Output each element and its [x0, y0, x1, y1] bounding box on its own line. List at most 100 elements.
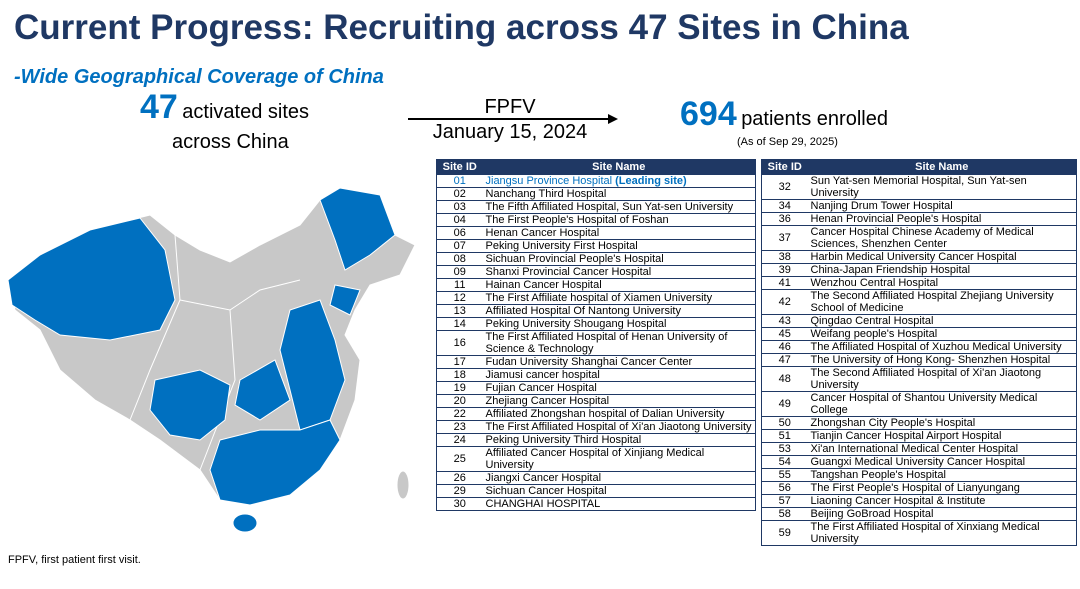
site-name-cell: Liaoning Cancer Hospital & Institute: [807, 494, 1077, 508]
site-name-cell: Weifang people's Hospital: [807, 327, 1077, 341]
site-row: 56 The First People's Hospital of Lianyun…: [761, 481, 1077, 495]
site-name-cell: Nanchang Third Hospital: [482, 187, 756, 201]
site-row: 07 Peking University First Hospital: [436, 239, 756, 253]
site-name-cell: Fujian Cancer Hospital: [482, 381, 756, 395]
site-name-cell: Peking University Third Hospital: [482, 433, 756, 447]
site-row: 12 The First Affiliate hospital of Xiamen…: [436, 291, 756, 305]
site-id: 36: [761, 212, 808, 226]
site-name: The First People's Hospital of Lianyunga…: [810, 482, 1020, 494]
site-row: 25 Affiliated Cancer Hospital of Xinjiang…: [436, 446, 756, 472]
site-id: 34: [761, 199, 808, 213]
site-name-cell: Affiliated Cancer Hospital of Xinjiang M…: [482, 446, 756, 472]
site-name: Peking University Shougang Hospital: [485, 318, 667, 330]
site-name: Wenzhou Central Hospital: [810, 277, 939, 289]
site-name: Zhongshan City People's Hospital: [810, 417, 976, 429]
site-name: The University of Hong Kong- Shenzhen Ho…: [810, 354, 1051, 366]
site-row: 04 The First People's Hospital of Foshan: [436, 213, 756, 227]
column-header: Site Name: [482, 159, 756, 175]
site-name: Jiangxi Cancer Hospital: [485, 472, 602, 484]
site-name-cell: Henan Cancer Hospital: [482, 226, 756, 240]
site-id: 16: [436, 330, 483, 356]
site-id: 23: [436, 420, 483, 434]
site-id: 04: [436, 213, 483, 227]
site-name-cell: The Affiliated Hospital of Xuzhou Medica…: [807, 340, 1077, 354]
site-name-cell: Cancer Hospital Chinese Academy of Medic…: [807, 225, 1077, 251]
site-name: Affiliated Cancer Hospital of Xinjiang M…: [485, 447, 705, 471]
enroll-stat: 694 patients enrolled: [680, 95, 888, 134]
site-id: 41: [761, 276, 808, 290]
site-id: 58: [761, 507, 808, 521]
site-row: 51 Tianjin Cancer Hospital Airport Hospit…: [761, 429, 1077, 443]
site-row: 17 Fudan University Shanghai Cancer Cente…: [436, 355, 756, 369]
site-name-cell: The First Affiliated Hospital of Henan U…: [482, 330, 756, 356]
site-id: 20: [436, 394, 483, 408]
site-name-cell: Fudan University Shanghai Cancer Center: [482, 355, 756, 369]
site-id: 12: [436, 291, 483, 305]
site-name: Harbin Medical University Cancer Hospita…: [810, 251, 1017, 263]
site-row: 03 The Fifth Affiliated Hospital, Sun Yat…: [436, 200, 756, 214]
site-row: 11 Hainan Cancer Hospital: [436, 278, 756, 292]
site-name-cell: Tianjin Cancer Hospital Airport Hospital: [807, 429, 1077, 443]
site-id: 32: [761, 174, 808, 200]
site-name-cell: Hainan Cancer Hospital: [482, 278, 756, 292]
site-name-cell: Henan Provincial People's Hospital: [807, 212, 1077, 226]
site-id: 01: [436, 174, 483, 188]
site-name: Fudan University Shanghai Cancer Center: [485, 356, 693, 368]
site-note: (Leading site): [615, 175, 687, 187]
site-row: 38 Harbin Medical University Cancer Hospi…: [761, 250, 1077, 264]
title: Current Progress: Recruiting across 47 S…: [14, 8, 909, 47]
site-name-cell: Jiangxi Cancer Hospital: [482, 471, 756, 485]
site-row: 23 The First Affiliated Hospital of Xi'an…: [436, 420, 756, 434]
site-row: 30 CHANGHAI HOSPITAL: [436, 497, 756, 511]
site-name: The First Affiliate hospital of Xiamen U…: [485, 292, 713, 304]
site-name-cell: Beijing GoBroad Hospital: [807, 507, 1077, 521]
site-row: 53 Xi'an International Medical Center Hos…: [761, 442, 1077, 456]
site-name-cell: Harbin Medical University Cancer Hospita…: [807, 250, 1077, 264]
site-name: Shanxi Provincial Cancer Hospital: [485, 266, 652, 278]
as-of: (As of Sep 29, 2025): [737, 136, 838, 148]
subtitle: -Wide Geographical Coverage of China: [14, 66, 384, 88]
site-id: 45: [761, 327, 808, 341]
site-name: Fujian Cancer Hospital: [485, 382, 597, 394]
site-name-cell: Sichuan Provincial People's Hospital: [482, 252, 756, 266]
site-row: 09 Shanxi Provincial Cancer Hospital: [436, 265, 756, 279]
sites-count: 47: [140, 88, 178, 126]
site-name: Hainan Cancer Hospital: [485, 279, 602, 291]
site-name-cell: The Second Affiliated Hospital of Xi'an …: [807, 366, 1077, 392]
site-id: 29: [436, 484, 483, 498]
site-name: Tianjin Cancer Hospital Airport Hospital: [810, 430, 1002, 442]
enroll-count: 694: [680, 95, 737, 133]
milestone-date: January 15, 2024: [432, 121, 588, 143]
site-name: Weifang people's Hospital: [810, 328, 938, 340]
site-row: 47 The University of Hong Kong- Shenzhen …: [761, 353, 1077, 367]
site-name: Henan Cancer Hospital: [485, 227, 600, 239]
site-id: 25: [436, 446, 483, 472]
site-row: 42 The Second Affiliated Hospital Zhejian…: [761, 289, 1077, 315]
site-name-cell: Cancer Hospital of Shantou University Me…: [807, 391, 1077, 417]
site-id: 13: [436, 304, 483, 318]
site-row: 01 Jiangsu Province Hospital (Leading sit…: [436, 174, 756, 188]
site-id: 09: [436, 265, 483, 279]
site-name: Guangxi Medical University Cancer Hospit…: [810, 456, 1026, 468]
site-row: 20 Zhejiang Cancer Hospital: [436, 394, 756, 408]
site-row: 32 Sun Yat-sen Memorial Hospital, Sun Yat…: [761, 174, 1077, 200]
footnote: FPFV, first patient first visit.: [8, 554, 141, 566]
site-id: 51: [761, 429, 808, 443]
site-id: 38: [761, 250, 808, 264]
site-name-cell: The Second Affiliated Hospital Zhejiang …: [807, 289, 1077, 315]
site-id: 30: [436, 497, 483, 511]
site-row: 18 Jiamusi cancer hospital: [436, 368, 756, 382]
site-row: 22 Affiliated Zhongshan hospital of Dalia…: [436, 407, 756, 421]
site-name-cell: CHANGHAI HOSPITAL: [482, 497, 756, 511]
site-name: Affiliated Zhongshan hospital of Dalian …: [485, 408, 725, 420]
map: [7, 187, 416, 533]
site-name: Nanjing Drum Tower Hospital: [810, 200, 953, 212]
site-name-cell: Jiangsu Province Hospital (Leading site): [482, 174, 756, 188]
site-name: China-Japan Friendship Hospital: [810, 264, 971, 276]
site-name-cell: Xi'an International Medical Center Hospi…: [807, 442, 1077, 456]
site-id: 06: [436, 226, 483, 240]
site-name: Affiliated Hospital Of Nantong Universit…: [485, 305, 681, 317]
site-id: 54: [761, 455, 808, 469]
site-name: Peking University First Hospital: [485, 240, 638, 252]
